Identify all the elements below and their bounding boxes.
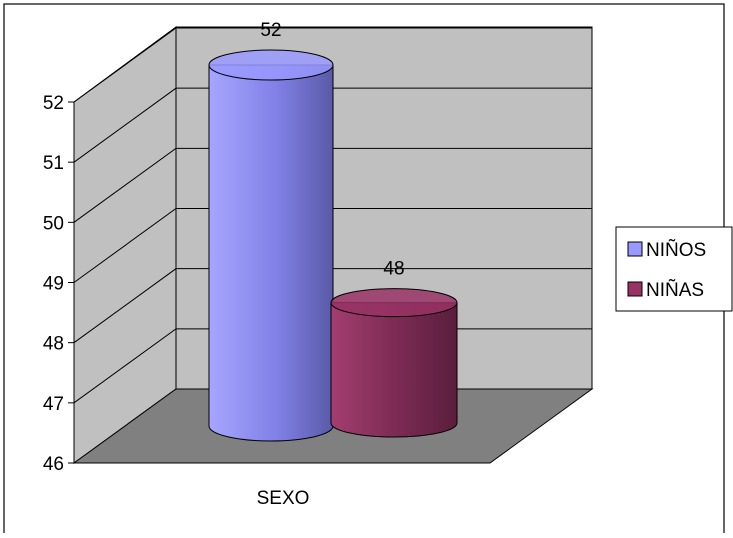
data-label: 52 [260, 20, 281, 41]
legend-swatch-ninos [627, 241, 643, 257]
gridline [73, 268, 592, 344]
gridline [73, 147, 592, 223]
bar-body [330, 302, 458, 438]
gridline [73, 208, 592, 283]
legend: NIÑOS NIÑAS [615, 226, 733, 312]
y-tick-label: 48 [43, 334, 64, 355]
data-label: 48 [383, 259, 404, 280]
y-tick-label: 52 [43, 93, 64, 114]
gridline [73, 27, 592, 103]
y-tick-label: 46 [43, 454, 64, 475]
bar-ninos [208, 49, 334, 442]
legend-label-ninas: NIÑAS [646, 279, 704, 301]
y-tick-label: 50 [43, 213, 64, 234]
legend-swatch-ninas [627, 281, 643, 297]
y-tick-label: 51 [43, 153, 64, 174]
bar-ninas [330, 288, 458, 438]
bar-body [208, 64, 334, 442]
y-tick-label: 47 [43, 394, 64, 415]
legend-label-ninos: NIÑOS [646, 239, 706, 261]
gridline [73, 87, 592, 163]
bar-top [208, 49, 334, 81]
x-category-label: SEXO [257, 488, 310, 509]
bar-top [330, 288, 458, 318]
legend-box [615, 226, 733, 312]
y-tick-label: 49 [43, 274, 64, 295]
